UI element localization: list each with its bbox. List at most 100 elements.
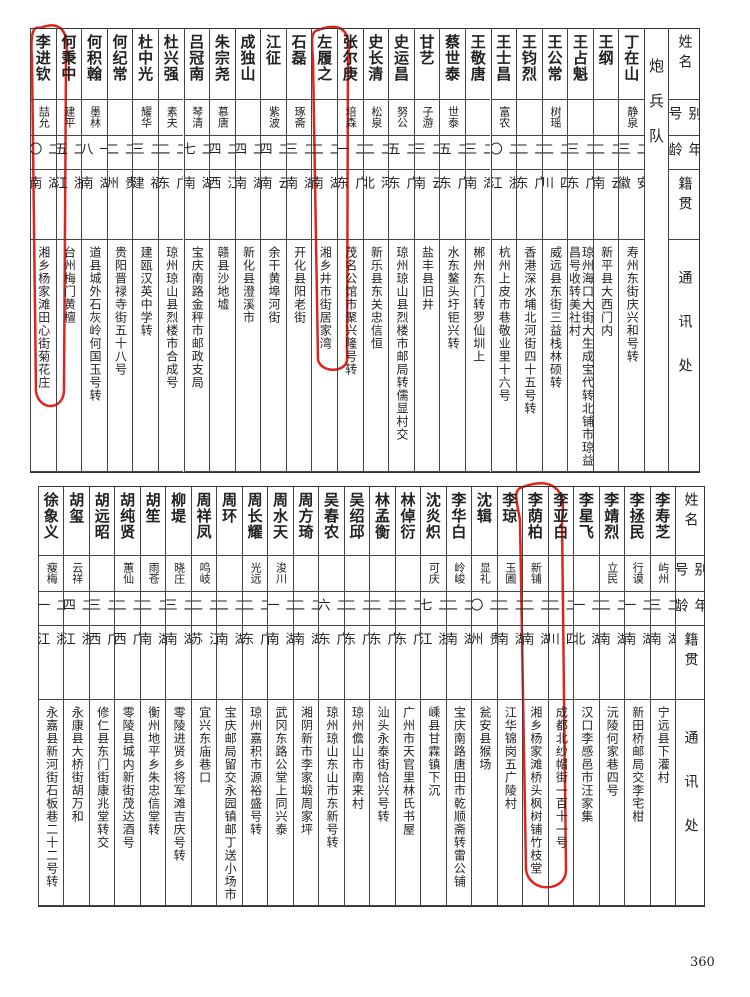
native-place: 安徽 <box>618 170 644 240</box>
person-name: 李靖烈 <box>598 486 625 556</box>
address: 宝庆南路唐田市乾顺斋转雷公铺 <box>445 700 472 906</box>
age: 二〇 <box>471 592 497 626</box>
native-place: 湖南 <box>624 626 650 700</box>
address: 广州市天官里林氏书屋 <box>394 700 421 906</box>
person-name: 周水天 <box>267 486 293 556</box>
age: 二二 <box>496 592 523 626</box>
native-place: 浙江 <box>490 170 517 240</box>
person-name: 周长耀 <box>241 486 268 556</box>
native-place: 广东 <box>157 170 184 240</box>
address: 嵊县甘霖镇下沉 <box>420 700 446 906</box>
age: 二一 <box>337 136 363 170</box>
person-name: 周祥凤 <box>190 486 217 556</box>
native-place: 湖南 <box>445 626 472 700</box>
alias <box>394 556 421 592</box>
address: 零陵进贤乡将军滩吉庆号转 <box>165 700 191 906</box>
column-header: 别号 <box>668 100 700 136</box>
native-place: 广东 <box>394 626 421 700</box>
person-name: 李华白 <box>445 486 472 556</box>
person-name: 李寿芝 <box>649 486 675 556</box>
native-place: 湖南 <box>216 626 242 700</box>
person-name: 江征 <box>260 28 286 100</box>
age: 二四 <box>260 136 286 170</box>
alias <box>343 556 370 592</box>
alias: 行谟 <box>624 556 650 592</box>
native-place: 湖南 <box>464 170 491 240</box>
age: 二二 <box>343 592 370 626</box>
address: 开化县阳老街 <box>285 240 312 472</box>
alias <box>369 556 395 592</box>
native-place: 广东 <box>516 170 542 240</box>
alias: 雨苍 <box>139 556 166 592</box>
person-name: 王敬唐 <box>464 28 491 100</box>
address: 永康县大桥街胡万和 <box>63 700 89 906</box>
native-place: 广东 <box>439 170 465 240</box>
alias: 玉圃 <box>496 556 523 592</box>
address: 汉口李感邑市汪家集 <box>573 700 599 906</box>
age: 二五 <box>55 136 82 170</box>
person-name: 何积翰 <box>81 28 107 100</box>
alias: 可庆 <box>420 556 446 592</box>
native-place: 湖南 <box>81 170 107 240</box>
native-place: 广东 <box>318 626 344 700</box>
person-name: 王占魁 <box>567 28 593 100</box>
alias <box>567 100 593 136</box>
address: 零陵县城内新街茂达酒号 <box>114 700 140 906</box>
native-place: 江苏 <box>190 626 217 700</box>
column-header: 姓名 <box>675 486 705 556</box>
person-name: 甘艺 <box>413 28 440 100</box>
age: 二一 <box>38 592 64 626</box>
person-name: 李亚白 <box>547 486 574 556</box>
person-name: 朱宗尧 <box>209 28 235 100</box>
age: 二六 <box>318 592 344 626</box>
address: 新乐县东关忠信恒 <box>362 240 389 472</box>
alias <box>311 100 337 136</box>
person-name: 杜兴强 <box>157 28 184 100</box>
native-place: 浙江 <box>420 626 446 700</box>
alias: 子游 <box>413 100 440 136</box>
alias: 建平 <box>55 100 82 136</box>
native-place: 湖南 <box>522 626 548 700</box>
native-place: 四川 <box>547 626 574 700</box>
native-place: 湖南 <box>292 626 319 700</box>
alias <box>547 556 574 592</box>
person-name: 李荫柏 <box>522 486 548 556</box>
native-place: 湖南 <box>139 626 166 700</box>
alias: 琴清 <box>183 100 210 136</box>
alias: 新铺 <box>522 556 548 592</box>
native-place: 湖南 <box>183 170 210 240</box>
native-place: 云南 <box>592 170 619 240</box>
native-place: 湖南 <box>496 626 523 700</box>
person-name: 胡笙 <box>139 486 166 556</box>
native-place: 湖南 <box>598 626 625 700</box>
person-name: 李拯民 <box>624 486 650 556</box>
address: 郴州东门转罗仙圳上 <box>464 240 491 472</box>
alias <box>216 556 242 592</box>
native-place: 湖北 <box>573 626 599 700</box>
native-place: 福建 <box>132 170 158 240</box>
native-place: 湖南 <box>234 170 261 240</box>
address: 寿州东街庆兴和号转 <box>618 240 644 472</box>
person-name: 沈炎炽 <box>420 486 446 556</box>
native-place: 河北 <box>362 170 389 240</box>
address: 盐丰县旧井 <box>413 240 440 472</box>
alias: 浚川 <box>267 556 293 592</box>
native-place: 四川 <box>541 170 568 240</box>
age: 二三 <box>413 136 440 170</box>
alias: 松泉 <box>362 100 389 136</box>
address: 江华锦岗五广陵村 <box>496 700 523 906</box>
address: 汕头永泰街恰兴号转 <box>369 700 395 906</box>
address: 赣县沙地墟 <box>209 240 235 472</box>
age: 二七 <box>183 136 210 170</box>
age: 二四 <box>234 136 261 170</box>
person-name: 王钧烈 <box>516 28 542 100</box>
alias: 静泉 <box>618 100 644 136</box>
native-place: 浙江 <box>55 170 82 240</box>
person-name: 林倬衍 <box>394 486 421 556</box>
address: 沅陵何家巷四号 <box>598 700 625 906</box>
native-place: 广西 <box>88 626 115 700</box>
native-place: 云南 <box>413 170 440 240</box>
age: 二一 <box>573 592 599 626</box>
native-place: 湖南 <box>267 626 293 700</box>
